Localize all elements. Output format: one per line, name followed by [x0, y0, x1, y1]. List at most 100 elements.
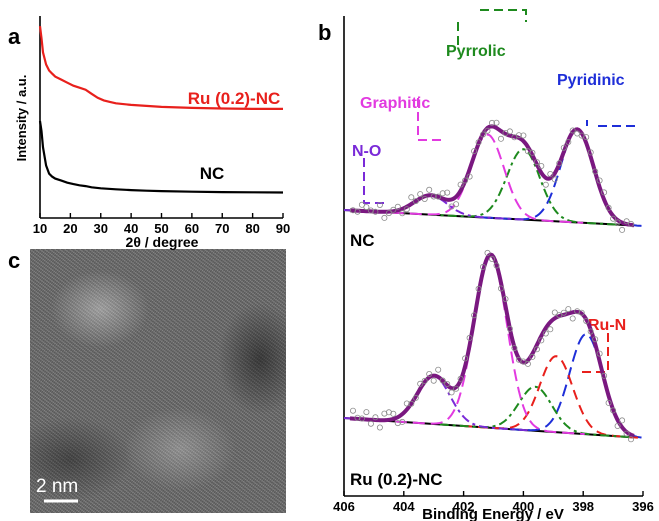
data-point	[421, 377, 428, 384]
data-point	[426, 186, 433, 193]
data-point	[497, 285, 504, 292]
series-line-ru-nc	[38, 25, 283, 110]
data-point	[475, 285, 482, 292]
panel-b-xtick-label: 396	[632, 499, 654, 514]
data-point	[466, 173, 473, 180]
data-point	[506, 128, 513, 135]
panel-a-xtick-label: 10	[33, 221, 47, 236]
data-point	[628, 220, 635, 227]
data-point	[578, 309, 585, 316]
data-point	[408, 400, 415, 407]
data-point	[583, 317, 590, 324]
data-point	[524, 360, 531, 367]
data-point	[596, 177, 603, 184]
data-point	[462, 177, 469, 184]
data-point	[444, 189, 451, 196]
data-point	[462, 355, 469, 362]
data-point	[520, 132, 527, 139]
data-point	[493, 262, 500, 269]
data-point	[529, 149, 536, 156]
data-point	[426, 370, 433, 377]
data-point	[596, 350, 603, 357]
component-pyridinic-ru-nc	[491, 333, 642, 439]
panel-b-xtick-label: 404	[393, 499, 415, 514]
data-point	[547, 170, 554, 177]
data-point	[529, 353, 536, 360]
data-point	[565, 138, 572, 145]
component-ru-n-ru-nc	[462, 355, 642, 439]
panel-a-xtick-label: 50	[154, 221, 168, 236]
panel-a-xtick-label: 30	[94, 221, 108, 236]
data-point	[453, 201, 460, 208]
data-point	[376, 424, 383, 431]
data-point	[610, 407, 617, 414]
panel-a-xlabel: 2θ / degree	[126, 234, 199, 250]
data-point	[614, 422, 621, 429]
annotation-ru-n: Ru-N	[588, 317, 626, 334]
panel-a-xtick-label: 90	[276, 221, 290, 236]
component-pyridinic-nc	[481, 128, 642, 227]
scale-bar-label: 2 nm	[36, 476, 78, 497]
panel-b-xtick-label: 398	[572, 499, 594, 514]
data-point	[354, 414, 361, 421]
data-point	[605, 204, 612, 211]
data-point	[444, 380, 451, 387]
data-point	[533, 346, 540, 353]
data-point	[556, 312, 563, 319]
data-point	[484, 127, 491, 134]
panel-b-xtick-label: 406	[333, 499, 355, 514]
data-point	[479, 263, 486, 270]
data-point	[551, 309, 558, 316]
data-point	[349, 407, 356, 414]
data-point	[381, 214, 388, 221]
data-point	[601, 372, 608, 379]
data-point	[538, 337, 545, 344]
data-point	[399, 210, 406, 217]
panel-a-axes: Intensity / a.u. 2θ / degree Ru (0.2)-NC…	[14, 16, 283, 250]
panel-a-xtick-label: 70	[215, 221, 229, 236]
data-point	[457, 375, 464, 382]
series-line-nc	[38, 120, 284, 194]
annotation-pyrrolic: Pyrrolic	[446, 43, 506, 60]
data-point	[403, 206, 410, 213]
data-point	[493, 119, 500, 126]
data-point	[592, 336, 599, 343]
data-point	[412, 198, 419, 205]
data-point	[628, 436, 635, 443]
data-point	[565, 306, 572, 313]
data-point	[520, 358, 527, 365]
data-point	[394, 420, 401, 427]
data-point	[619, 417, 626, 424]
data-point	[587, 328, 594, 335]
data-point	[367, 207, 374, 214]
data-point	[381, 410, 388, 417]
panel-label-a: a	[8, 24, 21, 49]
component-pyrrolic-nc	[427, 148, 620, 226]
data-point	[502, 295, 509, 302]
data-point	[363, 204, 370, 211]
data-point	[430, 193, 437, 200]
data-point	[601, 189, 608, 196]
data-point	[399, 418, 406, 425]
sample-label-nc: NC	[350, 231, 375, 250]
envelope-ru-nc	[349, 252, 635, 438]
data-point	[556, 160, 563, 167]
panel-a-legend-ru-nc: Ru (0.2)-NC	[188, 89, 281, 108]
component-graphitic-ru-nc	[394, 254, 585, 436]
panel-label-b: b	[318, 20, 331, 45]
panel-a-legend-nc: NC	[200, 164, 225, 183]
data-point	[471, 148, 478, 155]
data-point	[385, 210, 392, 217]
data-point	[435, 193, 442, 200]
data-point	[394, 203, 401, 210]
data-point	[488, 255, 495, 262]
data-point	[403, 400, 410, 407]
data-point	[506, 325, 513, 332]
data-point	[610, 215, 617, 222]
data-point	[515, 132, 522, 139]
panel-a-xtick-label: 60	[185, 221, 199, 236]
data-point	[569, 315, 576, 322]
data-point	[560, 309, 567, 316]
